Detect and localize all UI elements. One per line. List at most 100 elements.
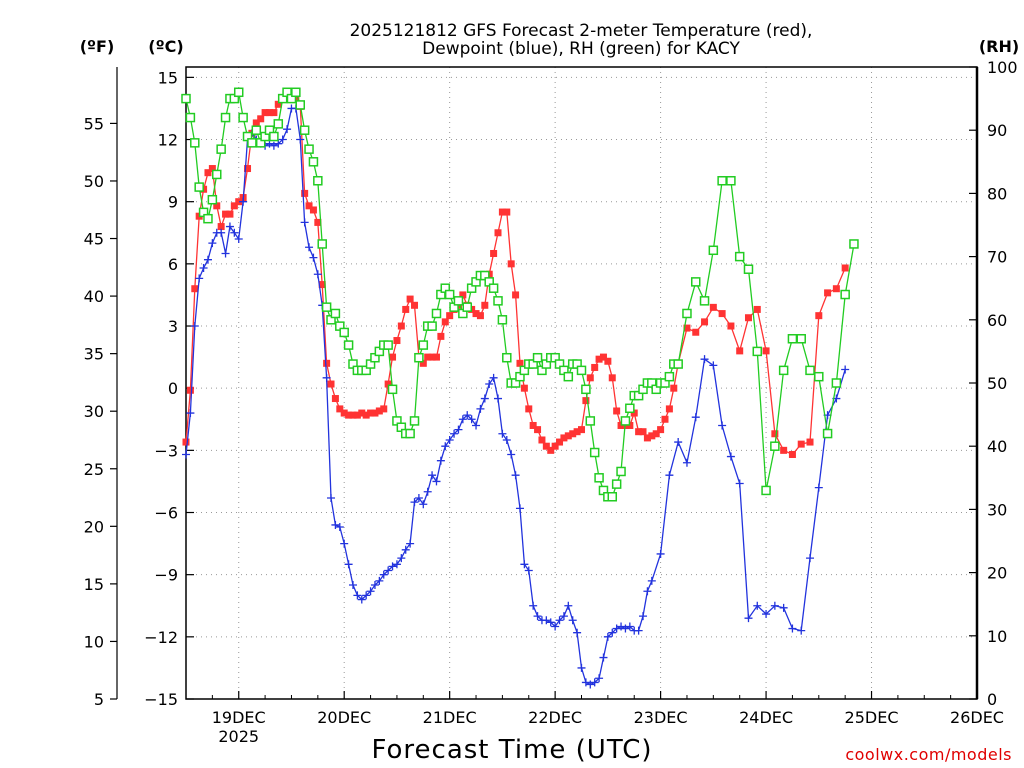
series-line (185, 90, 855, 498)
rh-marker (616, 466, 626, 477)
temperature-marker (437, 332, 445, 340)
dewpoint-marker (709, 361, 718, 370)
fahrenheit-tick-label: 35 (84, 345, 104, 364)
temperature-marker (182, 438, 190, 446)
dewpoint-marker (639, 612, 648, 621)
rh-tick-label: 90 (987, 121, 1007, 140)
temperature-marker (841, 264, 849, 272)
dewpoint-marker (682, 458, 691, 467)
dewpoint-marker (726, 452, 735, 461)
temperature-marker (564, 432, 572, 440)
celsius-tick-label: −9 (154, 566, 178, 585)
temperature-marker (797, 440, 805, 448)
rh-marker (581, 384, 591, 395)
dewpoint-marker (208, 239, 217, 248)
temperature-marker (261, 109, 269, 117)
rh-marker (814, 371, 824, 382)
temperature-marker (648, 432, 656, 440)
dewpoint-marker (603, 632, 612, 641)
temperature-marker (301, 189, 309, 197)
dewpoint-marker (779, 603, 788, 612)
temperature-marker (411, 301, 419, 309)
rh-marker (418, 340, 429, 350)
rh-marker (673, 359, 683, 369)
temperature-marker (257, 115, 265, 123)
temperature-marker (683, 324, 691, 332)
temperature-marker (226, 210, 234, 218)
dewpoint-marker (485, 380, 494, 389)
dewpoint-marker (577, 663, 586, 672)
temperature-marker (481, 301, 489, 309)
rh-marker (620, 416, 631, 426)
temperature-marker (560, 434, 568, 442)
fahrenheit-tick-label: 45 (84, 230, 104, 249)
dewpoint-marker (309, 253, 318, 262)
temperature-marker (547, 446, 555, 454)
temperature-marker (340, 409, 348, 417)
credit-link[interactable]: coolwx.com/models (845, 745, 1012, 764)
rh-marker (444, 289, 455, 300)
rh-marker (734, 251, 745, 262)
temperature-marker (274, 100, 282, 108)
dewpoint-marker (788, 624, 797, 633)
chart-subtitle: Dewpoint (blue), RH (green) for KACY (422, 39, 740, 59)
celsius-tick-label: −6 (154, 504, 178, 523)
temperature-marker (591, 363, 599, 371)
temperature-marker (639, 428, 647, 436)
celsius-tick-label: 0 (168, 379, 178, 398)
temperature-marker (204, 169, 212, 177)
temperature-marker (525, 405, 533, 413)
temperature-marker (542, 442, 550, 450)
dewpoint-marker (313, 270, 322, 279)
rh-marker (576, 365, 587, 376)
dewpoint-marker (423, 487, 432, 496)
fahrenheit-tick-label: 15 (84, 575, 104, 594)
dewpoint-marker (203, 255, 212, 264)
time-tick-label: 25DEC (845, 708, 899, 727)
dewpoint-marker (195, 274, 204, 283)
temperature-marker (516, 359, 524, 367)
dewpoint-marker (419, 500, 428, 509)
temperature-marker (608, 374, 616, 382)
temperature-marker (643, 434, 651, 442)
dewpoint-marker (524, 566, 533, 575)
dewpoint-marker (450, 429, 459, 438)
dewpoint-marker (586, 680, 595, 689)
dewpoint-marker (520, 560, 529, 569)
temperature-marker (217, 223, 225, 231)
rh-marker (317, 239, 327, 249)
dewpoint-marker (674, 438, 683, 447)
rh-tick-label: 100 (987, 58, 1018, 77)
rh-marker (497, 315, 508, 325)
temperature-marker (736, 347, 744, 355)
temperature-marker (780, 446, 788, 454)
temperature-marker (692, 328, 700, 336)
rh-marker (383, 340, 393, 350)
temperature-marker (353, 411, 361, 419)
temperature-marker (446, 312, 454, 320)
dewpoint-marker (551, 622, 560, 631)
dewpoint-marker (335, 523, 344, 532)
temperature-marker (384, 380, 392, 388)
rh-marker (304, 144, 314, 154)
rh-marker (291, 87, 301, 98)
rh-marker (831, 378, 842, 388)
temperature-marker (507, 260, 515, 268)
dewpoint-marker (401, 545, 410, 554)
dewpoint-marker (806, 554, 815, 563)
temperature-marker (459, 291, 467, 299)
dewpoint-marker (353, 591, 362, 600)
dewpoint-marker (472, 421, 481, 430)
rh-marker (664, 371, 675, 382)
temperature-marker (604, 357, 612, 365)
chart-title: 2025121812 GFS Forecast 2-meter Temperat… (350, 21, 813, 41)
rh-marker (761, 485, 771, 496)
celsius-tick-label: 6 (168, 255, 178, 274)
dewpoint-marker (621, 624, 630, 633)
dewpoint-marker (735, 479, 744, 488)
rh-marker (427, 321, 437, 331)
temperature-marker (213, 202, 221, 210)
dewpoint-marker (555, 616, 564, 625)
rh-marker (343, 340, 354, 350)
